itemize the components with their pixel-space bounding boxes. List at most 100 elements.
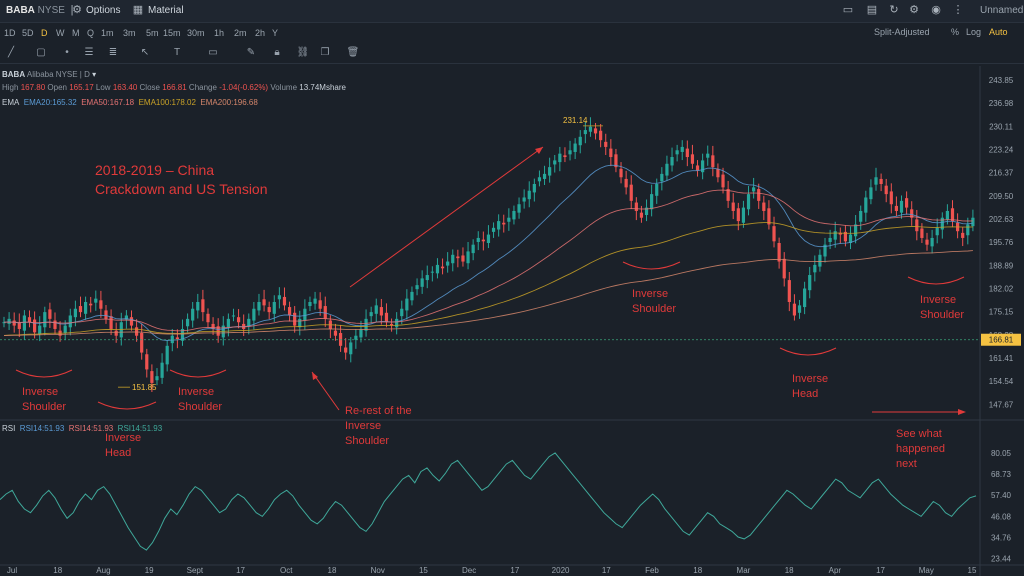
candle-body: [476, 237, 480, 242]
ema20-line: [3, 164, 973, 341]
more-icon[interactable]: ⋮: [952, 4, 964, 16]
candle-body: [145, 354, 149, 370]
timeframe-1m[interactable]: 1m: [101, 28, 114, 38]
label-inverse-shoulder-2a: Inverse: [178, 386, 214, 398]
link-tool-icon[interactable]: ⛓︎: [296, 47, 310, 58]
candle-body: [226, 318, 230, 328]
candle-body: [752, 187, 756, 192]
symbol-title[interactable]: BABA NYSE: [6, 5, 65, 16]
time-tick-label: 15: [968, 566, 977, 575]
candle-body: [634, 202, 638, 211]
rsi-tick-label: 57.40: [991, 491, 1012, 500]
log-toggle[interactable]: Log: [966, 27, 982, 37]
timeframe-y[interactable]: Y: [272, 28, 279, 38]
rsi-row: RSI RSI14:51.93 RSI14:51.93 RSI14:51.93: [2, 424, 163, 433]
timeframe-2h[interactable]: 2h: [255, 28, 266, 38]
retest-arrow: [311, 371, 340, 411]
timeframe-3m[interactable]: 3m: [123, 28, 136, 38]
candle-body: [32, 319, 37, 333]
rsi-tick-label: 68.73: [991, 470, 1012, 479]
refresh-icon[interactable]: ↻: [889, 4, 899, 16]
time-tick-label: 18: [693, 566, 702, 575]
candle-body: [22, 315, 26, 331]
low-label: 151.85: [132, 383, 157, 392]
text-tool-icon[interactable]: T: [173, 47, 181, 58]
copy-tool-icon[interactable]: ❐: [320, 47, 330, 58]
candle-body: [486, 234, 491, 243]
label-inverse-shoulder-2b: Shoulder: [178, 401, 222, 413]
candle-body: [762, 202, 766, 211]
timeframe-d[interactable]: D: [41, 28, 48, 38]
brush-tool-icon[interactable]: ✎: [246, 47, 256, 58]
time-tick-label: Apr: [829, 566, 842, 575]
candle-body: [644, 207, 649, 216]
percent-toggle[interactable]: %: [951, 27, 960, 37]
label-inverse-shoulder-1b: Shoulder: [22, 401, 66, 413]
timeframe-30m[interactable]: 30m: [187, 28, 205, 38]
measure-tool-icon[interactable]: ▭: [208, 47, 218, 58]
candle-body: [114, 330, 118, 336]
candle-body: [624, 178, 628, 188]
candle-body: [843, 231, 848, 242]
candle-body: [588, 126, 593, 132]
label-inverse-shoulder-3a: Inverse: [632, 288, 668, 300]
rect-tool-icon[interactable]: ▢: [36, 47, 46, 58]
candle-body: [548, 167, 552, 176]
candle-body: [293, 312, 297, 326]
top-bar: BABA NYSE | ⚙ Options ▦ Material ▭ ▤ ↻ ⚙…: [0, 0, 1024, 23]
split-adjusted-dropdown[interactable]: Split-Adjusted: [874, 27, 930, 37]
account-name[interactable]: Unnamed: [980, 5, 1024, 16]
layout-icon[interactable]: ▤: [866, 4, 878, 16]
candle-body: [497, 221, 501, 230]
candle-body: [140, 333, 144, 353]
timeframe-1d[interactable]: 1D: [4, 28, 16, 38]
candle-body: [966, 224, 970, 236]
candle-body: [420, 278, 424, 287]
price-tick-label: 188.89: [989, 261, 1014, 270]
price-tick-label: 147.67: [989, 400, 1014, 409]
timeframe-5m[interactable]: 5m: [146, 28, 159, 38]
rsi-tick-label: 34.76: [991, 533, 1012, 542]
trash-icon[interactable]: 🗑︎: [346, 47, 360, 58]
dot-tool-icon[interactable]: •: [65, 47, 69, 58]
candle-body: [318, 300, 322, 309]
price-tick-label: 209.50: [989, 192, 1014, 201]
candle-body: [389, 323, 394, 326]
line-tool-icon[interactable]: ╱: [7, 47, 15, 58]
timeframe-1h[interactable]: 1h: [214, 28, 225, 38]
candle-body: [629, 184, 633, 201]
candle-body: [573, 143, 577, 152]
timeframe-2m[interactable]: 2m: [234, 28, 247, 38]
settings-icon[interactable]: ⚙: [909, 4, 919, 16]
time-tick-label: 2020: [552, 566, 570, 575]
candle-body: [507, 217, 511, 222]
time-tick-label: Jul: [7, 566, 17, 575]
candle-body: [675, 150, 679, 155]
time-tick-label: 17: [510, 566, 519, 575]
timeframe-15m[interactable]: 15m: [163, 28, 181, 38]
candle-body: [440, 266, 445, 269]
pattern-tool-icon[interactable]: ≣: [108, 47, 118, 58]
cursor-tool-icon[interactable]: ↖: [140, 47, 150, 58]
camera-icon[interactable]: ◉: [931, 4, 941, 16]
chart-icon[interactable]: ▭: [842, 4, 854, 16]
lock-tool-icon[interactable]: 🔒︎: [274, 47, 280, 58]
shoulder-arc-4: [907, 276, 965, 285]
timeframe-q[interactable]: Q: [87, 28, 95, 38]
timeframe-m[interactable]: M: [72, 28, 80, 38]
candle-body: [604, 141, 608, 147]
options-button[interactable]: Options: [86, 5, 121, 16]
material-button[interactable]: Material: [148, 5, 184, 16]
auto-toggle[interactable]: Auto: [989, 27, 1008, 37]
time-tick-label: Aug: [96, 566, 110, 575]
candle-body: [757, 189, 761, 201]
price-tick-label: 154.54: [989, 377, 1014, 386]
candle-body: [129, 317, 134, 326]
timeframe-5d[interactable]: 5D: [22, 28, 34, 38]
fib-tool-icon[interactable]: ☰: [84, 47, 94, 58]
candle-body: [405, 298, 409, 311]
timeframe-w[interactable]: W: [56, 28, 65, 38]
candle-body: [374, 305, 378, 314]
candle-body: [833, 231, 837, 240]
